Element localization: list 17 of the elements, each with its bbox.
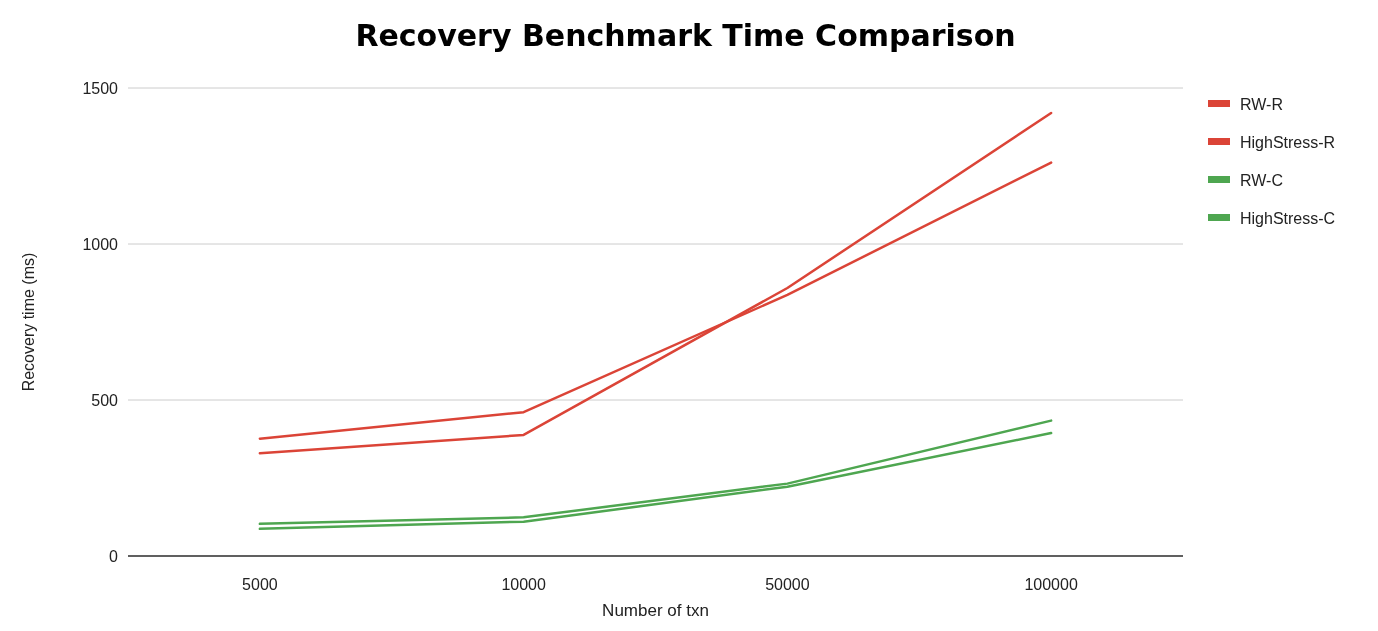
y-axis-title: Recovery time (ms): [20, 252, 37, 392]
x-tick-label: 5000: [242, 576, 278, 593]
x-axis-title: Number of txn: [602, 601, 709, 620]
legend-label: RW-C: [1240, 171, 1283, 189]
y-tick-label: 1000: [82, 235, 119, 253]
y-tick-label: 1500: [82, 79, 119, 97]
x-tick-label: 10000: [501, 576, 546, 593]
y-tick-label: 0: [109, 547, 119, 565]
line-series: [258, 111, 1053, 455]
chart-title: Recovery Benchmark Time Comparison: [355, 18, 1016, 53]
line-series: [258, 419, 1053, 526]
legend-label: HighStress-R: [1240, 133, 1336, 151]
legend-label: RW-R: [1240, 95, 1283, 113]
x-tick-label: 100000: [1024, 576, 1078, 593]
y-tick-label: 500: [91, 391, 119, 409]
x-tick-label: 50000: [765, 576, 810, 593]
legend-label: HighStress-C: [1240, 209, 1336, 227]
